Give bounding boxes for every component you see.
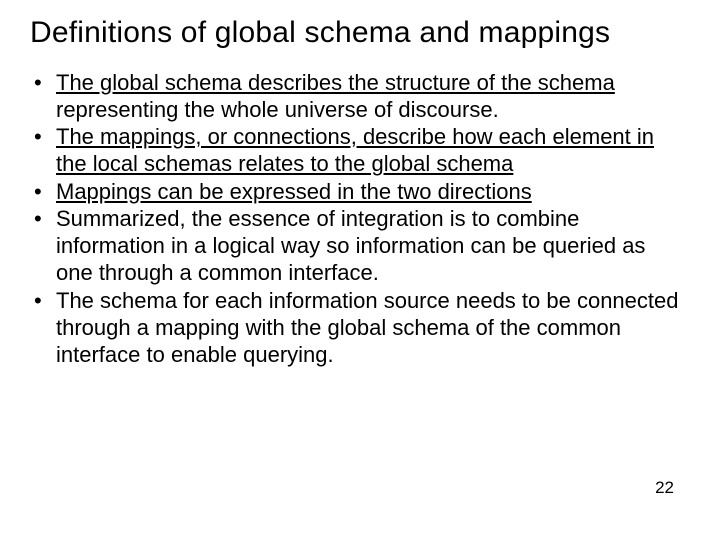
list-item: The mappings, or connections, describe h… xyxy=(30,123,682,178)
list-item: Mappings can be expressed in the two dir… xyxy=(30,178,682,205)
page-number: 22 xyxy=(655,478,674,498)
bullet-text: Summarized, the essence of integration i… xyxy=(56,206,645,286)
slide-title: Definitions of global schema and mapping… xyxy=(30,16,690,51)
bullet-text: The global schema describes the structur… xyxy=(56,70,615,122)
list-item: Summarized, the essence of integration i… xyxy=(30,205,682,287)
bullet-list: The global schema describes the structur… xyxy=(30,69,690,369)
text-plain: The schema for each information source n… xyxy=(56,288,678,368)
bullet-text: The schema for each information source n… xyxy=(56,288,678,368)
text-underlined: The global schema describes the structur… xyxy=(56,70,615,95)
list-item: The global schema describes the structur… xyxy=(30,69,682,124)
list-item: The schema for each information source n… xyxy=(30,287,682,369)
text-plain: Summarized, the essence of integration i… xyxy=(56,206,645,286)
bullet-text: Mappings can be expressed in the two dir… xyxy=(56,179,532,204)
text-plain: representing the whole universe of disco… xyxy=(56,97,499,122)
slide: Definitions of global schema and mapping… xyxy=(0,0,720,540)
bullet-text: The mappings, or connections, describe h… xyxy=(56,124,654,176)
text-underlined: The mappings, or connections, describe h… xyxy=(56,124,654,176)
text-underlined: Mappings can be expressed in the two dir… xyxy=(56,179,532,204)
